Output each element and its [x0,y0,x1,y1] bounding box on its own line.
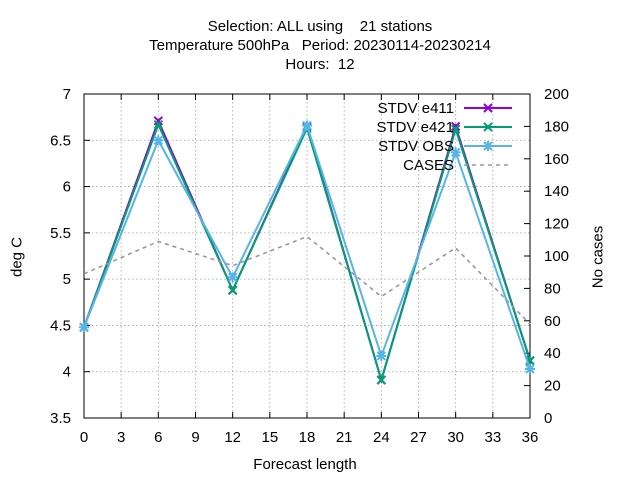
y-axis-label: deg C [8,236,26,278]
legend-label-stdv-e421: STDV e421 [376,119,454,136]
legend-label-stdv-obs: STDV OBS [378,138,454,155]
y2-axis-label: No cases [589,225,607,289]
x-tick-label: 3 [117,429,125,446]
legend-label-stdv-e411: STDV e411 [378,100,454,117]
y-tick-label: 6 [63,179,71,196]
y-tick-label: 5.5 [50,225,71,242]
legend-label-cases: CASES [403,157,454,174]
x-tick-label: 21 [336,429,353,446]
x-tick-label: 36 [522,429,539,446]
x-tick-label: 15 [261,429,278,446]
y2-tick-label: 40 [544,345,561,362]
x-tick-label: 30 [447,429,464,446]
x-tick-label: 9 [191,429,199,446]
y2-tick-label: 60 [544,313,561,330]
data-point-stdv-e411 [153,116,164,126]
y2-tick-label: 140 [544,183,569,200]
y2-tick-label: 160 [544,151,569,168]
y-tick-label: 3.5 [50,410,71,427]
data-point-stdv-e421 [379,378,384,383]
data-point-stdv-e421 [156,122,161,127]
title-line-2: Temperature 500hPa Period: 20230114-2023… [149,37,491,54]
data-point-stdv-e421 [528,358,532,363]
series-line-cases [83,235,531,325]
legend-marker-stdv-e411 [483,103,493,113]
y2-tick-label: 120 [544,216,569,233]
x-tick-label: 18 [299,429,316,446]
y2-tick-label: 100 [544,248,569,265]
x-tick-label: 27 [410,429,427,446]
y-tick-label: 4 [63,364,71,381]
title-line-1: Selection: ALL using 21 stations [207,18,433,35]
y2-tick-label: 200 [544,86,569,103]
y-tick-label: 7 [63,86,71,103]
y2-tick-label: 0 [544,410,552,427]
x-tick-label: 12 [224,429,241,446]
y2-tick-label: 180 [544,118,569,135]
y-tick-label: 4.5 [50,317,71,334]
y-tick-label: 5 [63,271,71,288]
x-tick-label: 6 [154,429,162,446]
x-axis-label: Forecast length [253,456,357,473]
y2-tick-label: 80 [544,280,561,297]
data-point-stdv-e421 [453,127,458,132]
x-tick-label: 33 [484,429,501,446]
title-line-3: Hours: 12 [285,56,355,73]
y2-tick-label: 20 [544,378,561,395]
y-tick-label: 6.5 [50,132,71,149]
data-point-stdv-e421 [230,288,235,293]
x-tick-label: 24 [373,429,390,446]
x-tick-label: 0 [80,429,88,446]
legend-marker-stdv-e421 [486,125,490,129]
